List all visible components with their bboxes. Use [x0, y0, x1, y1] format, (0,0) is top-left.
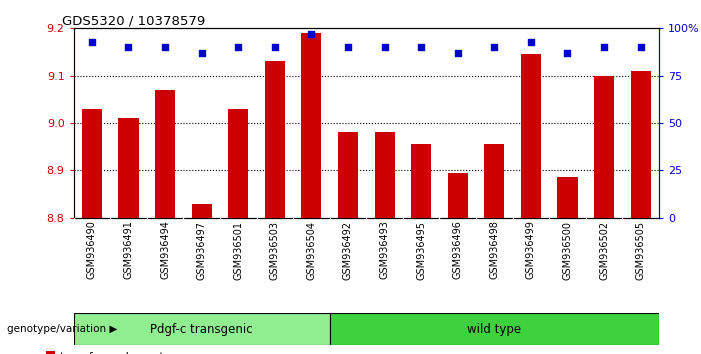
- Bar: [191, 204, 212, 218]
- Point: [123, 45, 134, 50]
- Text: GSM936504: GSM936504: [306, 221, 316, 280]
- Point: [525, 39, 536, 44]
- Text: wild type: wild type: [468, 323, 522, 336]
- Bar: [46, 351, 55, 354]
- Text: GSM936490: GSM936490: [87, 221, 97, 279]
- Text: GSM936494: GSM936494: [160, 221, 170, 279]
- Text: transformed count: transformed count: [60, 352, 164, 354]
- Text: GSM936492: GSM936492: [343, 221, 353, 280]
- Text: genotype/variation ▶: genotype/variation ▶: [7, 324, 117, 334]
- Text: GSM936500: GSM936500: [562, 221, 573, 280]
- Text: GSM936501: GSM936501: [233, 221, 243, 280]
- Point: [489, 45, 500, 50]
- Bar: [448, 173, 468, 218]
- Point: [233, 45, 244, 50]
- Point: [635, 45, 646, 50]
- Text: GSM936493: GSM936493: [379, 221, 390, 279]
- Bar: [521, 55, 541, 218]
- Text: GSM936502: GSM936502: [599, 221, 609, 280]
- Point: [416, 45, 427, 50]
- Bar: [557, 177, 578, 218]
- Text: GSM936503: GSM936503: [270, 221, 280, 280]
- Point: [196, 50, 207, 56]
- Text: GSM936496: GSM936496: [453, 221, 463, 279]
- Point: [452, 50, 463, 56]
- Point: [342, 45, 353, 50]
- Bar: [74, 313, 329, 345]
- Text: GSM936491: GSM936491: [123, 221, 133, 279]
- Bar: [265, 62, 285, 218]
- Point: [379, 45, 390, 50]
- Bar: [301, 33, 322, 218]
- Text: Pdgf-c transgenic: Pdgf-c transgenic: [150, 323, 253, 336]
- Text: GSM936498: GSM936498: [489, 221, 499, 279]
- Bar: [329, 313, 659, 345]
- Bar: [118, 118, 139, 218]
- Point: [86, 39, 97, 44]
- Text: GSM936505: GSM936505: [636, 221, 646, 280]
- Bar: [484, 144, 505, 218]
- Bar: [631, 71, 651, 218]
- Bar: [228, 109, 248, 218]
- Text: GDS5320 / 10378579: GDS5320 / 10378579: [62, 14, 205, 27]
- Point: [159, 45, 170, 50]
- Bar: [155, 90, 175, 218]
- Text: GSM936495: GSM936495: [416, 221, 426, 280]
- Point: [562, 50, 573, 56]
- Bar: [594, 76, 614, 218]
- Text: GSM936497: GSM936497: [197, 221, 207, 280]
- Bar: [374, 132, 395, 218]
- Bar: [411, 144, 431, 218]
- Bar: [338, 132, 358, 218]
- Point: [269, 45, 280, 50]
- Bar: [82, 109, 102, 218]
- Point: [306, 31, 317, 37]
- Point: [599, 45, 610, 50]
- Text: GSM936499: GSM936499: [526, 221, 536, 279]
